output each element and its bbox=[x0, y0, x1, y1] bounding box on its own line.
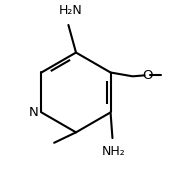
Text: N: N bbox=[28, 106, 38, 119]
Text: O: O bbox=[142, 69, 152, 82]
Text: H₂N: H₂N bbox=[59, 4, 82, 17]
Text: NH₂: NH₂ bbox=[101, 145, 125, 158]
